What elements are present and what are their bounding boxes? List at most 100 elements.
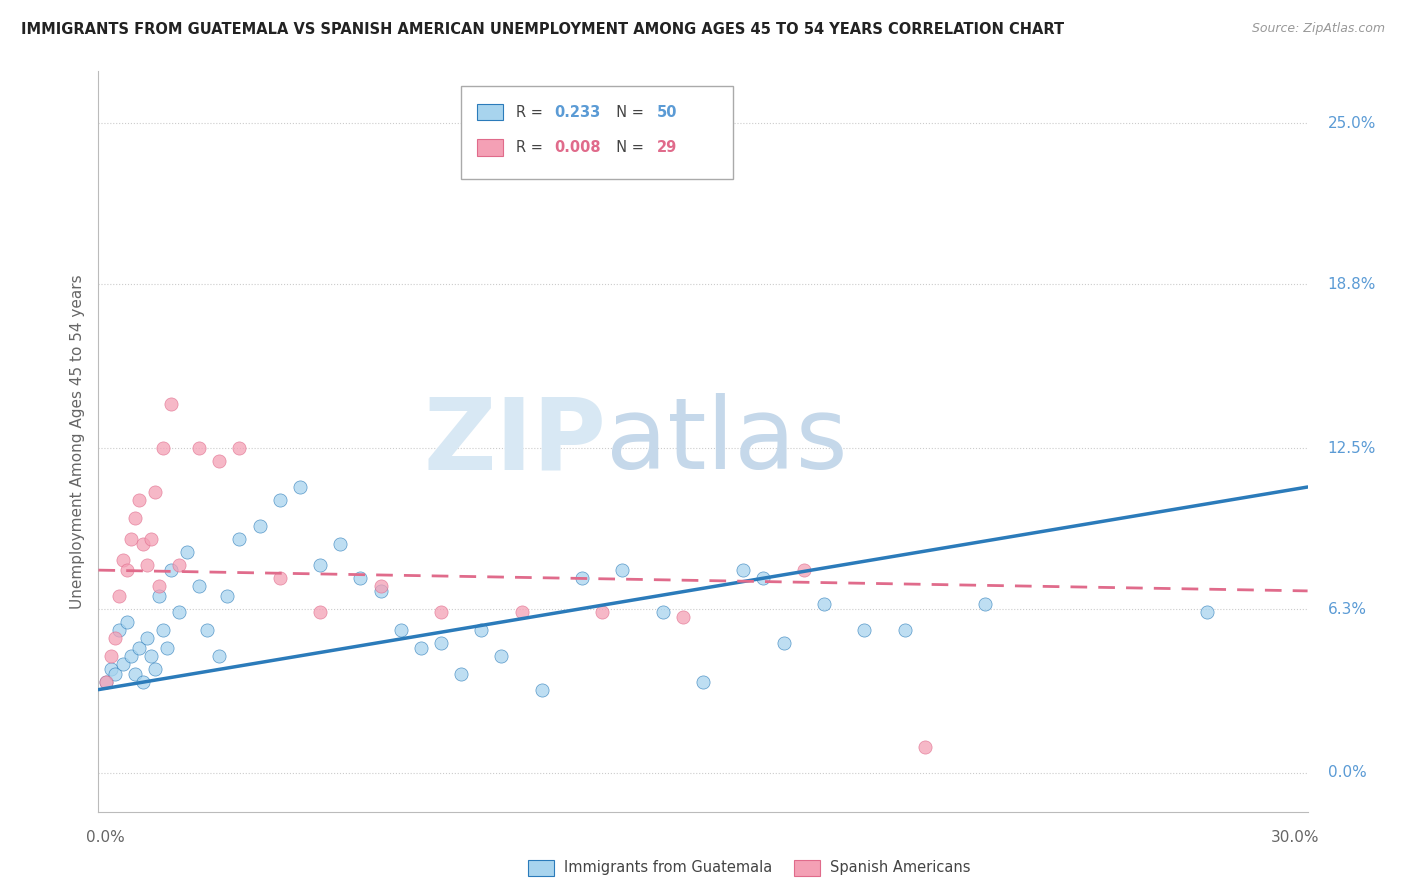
Point [470, 623, 492, 637]
Point [128, 493, 150, 508]
Text: 29: 29 [657, 140, 678, 155]
Point [120, 648, 142, 663]
Point [148, 589, 170, 603]
Bar [477, 139, 503, 156]
Text: 25.0%: 25.0% [1327, 116, 1376, 131]
Point [188, 441, 211, 455]
Point [530, 682, 553, 697]
Point [167, 605, 190, 619]
Point [132, 537, 155, 551]
Point [135, 631, 157, 645]
Point [188, 579, 211, 593]
Point [228, 532, 250, 546]
Text: 50: 50 [657, 104, 678, 120]
Bar [527, 860, 554, 876]
Point [107, 623, 129, 637]
Point [160, 563, 183, 577]
Point [135, 558, 157, 572]
Point [139, 532, 162, 546]
Point [269, 571, 291, 585]
Point [309, 558, 332, 572]
Point [148, 579, 170, 593]
Point [288, 480, 311, 494]
Point [139, 648, 162, 663]
Point [309, 605, 332, 619]
Point [96, 674, 118, 689]
Point [228, 441, 250, 455]
Text: 18.8%: 18.8% [1327, 277, 1376, 292]
Point [120, 532, 142, 546]
Point [103, 667, 125, 681]
Text: Spanish Americans: Spanish Americans [830, 860, 970, 875]
Text: 12.5%: 12.5% [1327, 441, 1376, 456]
Point [672, 610, 695, 624]
Point [329, 537, 352, 551]
Text: ZIP: ZIP [423, 393, 606, 490]
Point [107, 589, 129, 603]
Text: N =: N = [607, 104, 650, 120]
Point [96, 674, 118, 689]
Y-axis label: Unemployment Among Ages 45 to 54 years: Unemployment Among Ages 45 to 54 years [69, 274, 84, 609]
Point [370, 583, 392, 598]
Point [974, 597, 997, 611]
Point [269, 493, 291, 508]
Point [217, 589, 239, 603]
Text: N =: N = [607, 140, 650, 155]
Point [132, 674, 155, 689]
Text: Immigrants from Guatemala: Immigrants from Guatemala [564, 860, 772, 875]
Point [195, 623, 218, 637]
Point [160, 397, 183, 411]
Point [510, 605, 533, 619]
Point [430, 636, 453, 650]
Point [409, 641, 432, 656]
Point [124, 511, 146, 525]
Text: R =: R = [516, 140, 547, 155]
Point [103, 631, 125, 645]
Text: IMMIGRANTS FROM GUATEMALA VS SPANISH AMERICAN UNEMPLOYMENT AMONG AGES 45 TO 54 Y: IMMIGRANTS FROM GUATEMALA VS SPANISH AME… [21, 22, 1064, 37]
Point [651, 605, 673, 619]
Point [450, 667, 472, 681]
Point [853, 623, 876, 637]
Text: 0.0%: 0.0% [86, 830, 125, 845]
Point [914, 739, 936, 754]
Text: 6.3%: 6.3% [1327, 601, 1367, 616]
Point [156, 641, 179, 656]
Point [124, 667, 146, 681]
Text: 0.0%: 0.0% [1327, 765, 1367, 780]
Point [115, 563, 138, 577]
Point [176, 545, 198, 559]
Point [143, 485, 166, 500]
Point [772, 636, 794, 650]
Point [793, 563, 815, 577]
Point [249, 519, 271, 533]
Point [208, 648, 231, 663]
Text: atlas: atlas [606, 393, 848, 490]
Point [111, 657, 134, 671]
Point [893, 623, 915, 637]
Point [1195, 605, 1218, 619]
Point [115, 615, 138, 629]
Text: 30.0%: 30.0% [1271, 830, 1320, 845]
Point [152, 441, 174, 455]
Point [430, 605, 453, 619]
Point [100, 648, 122, 663]
Point [491, 648, 513, 663]
Point [208, 454, 231, 468]
Bar [793, 860, 820, 876]
Point [152, 623, 174, 637]
Point [128, 641, 150, 656]
Point [692, 674, 714, 689]
Point [752, 571, 775, 585]
Text: 0.008: 0.008 [554, 140, 600, 155]
Point [733, 563, 755, 577]
Point [571, 571, 593, 585]
FancyBboxPatch shape [461, 87, 734, 178]
Text: R =: R = [516, 104, 547, 120]
Bar [477, 104, 503, 120]
Point [100, 662, 122, 676]
Point [389, 623, 412, 637]
Point [591, 605, 613, 619]
Point [143, 662, 166, 676]
Text: Source: ZipAtlas.com: Source: ZipAtlas.com [1251, 22, 1385, 36]
Point [813, 597, 835, 611]
